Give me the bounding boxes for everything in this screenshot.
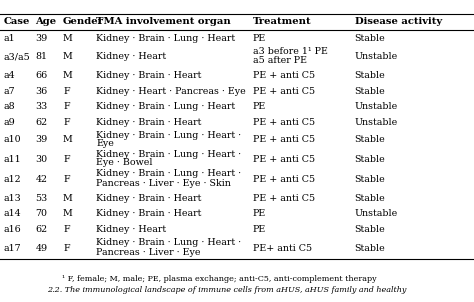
Text: a3/a5: a3/a5 — [4, 52, 30, 61]
Text: a7: a7 — [4, 87, 16, 96]
Text: a14: a14 — [4, 209, 21, 218]
Text: PE + anti C5: PE + anti C5 — [253, 155, 315, 163]
Text: Stable: Stable — [355, 34, 385, 43]
Text: Stable: Stable — [355, 136, 385, 144]
Text: Eye: Eye — [96, 139, 114, 148]
Text: a8: a8 — [4, 102, 16, 111]
Text: Pancreas · Liver · Eye · Skin: Pancreas · Liver · Eye · Skin — [96, 179, 231, 188]
Text: 70: 70 — [36, 209, 47, 218]
Text: PE: PE — [253, 34, 266, 43]
Text: Disease activity: Disease activity — [355, 18, 442, 26]
Text: ¹ F, female; M, male; PE, plasma exchange; anti-C5, anti-complement therapy: ¹ F, female; M, male; PE, plasma exchang… — [62, 275, 376, 283]
Text: PE+ anti C5: PE+ anti C5 — [253, 244, 312, 253]
Text: Kidney · Brain · Lung · Heart ·: Kidney · Brain · Lung · Heart · — [96, 130, 241, 140]
Text: Kidney · Heart · Pancreas · Eye: Kidney · Heart · Pancreas · Eye — [96, 87, 246, 96]
Text: F: F — [63, 87, 70, 96]
Text: Kidney · Brain · Lung · Heart ·: Kidney · Brain · Lung · Heart · — [96, 238, 241, 247]
Text: PE + anti C5: PE + anti C5 — [253, 87, 315, 96]
Text: M: M — [63, 52, 73, 61]
Text: Kidney · Brain · Heart: Kidney · Brain · Heart — [96, 118, 201, 127]
Text: Kidney · Heart: Kidney · Heart — [96, 225, 166, 234]
Text: 39: 39 — [36, 34, 48, 43]
Text: M: M — [63, 71, 73, 80]
Text: PE: PE — [253, 209, 266, 218]
Text: a17: a17 — [4, 244, 21, 253]
Text: a4: a4 — [4, 71, 16, 80]
Text: Stable: Stable — [355, 244, 385, 253]
Text: Unstable: Unstable — [355, 118, 398, 127]
Text: Stable: Stable — [355, 155, 385, 163]
Text: Kidney · Heart: Kidney · Heart — [96, 52, 166, 61]
Text: 33: 33 — [36, 102, 48, 111]
Text: 62: 62 — [36, 225, 48, 234]
Text: M: M — [63, 34, 73, 43]
Text: 39: 39 — [36, 136, 48, 144]
Text: 62: 62 — [36, 118, 48, 127]
Text: F: F — [63, 118, 70, 127]
Text: Stable: Stable — [355, 194, 385, 203]
Text: 42: 42 — [36, 175, 47, 184]
Text: 36: 36 — [36, 87, 48, 96]
Text: Kidney · Brain · Lung · Heart: Kidney · Brain · Lung · Heart — [96, 34, 236, 43]
Text: a3 before 1¹ PE: a3 before 1¹ PE — [253, 47, 328, 56]
Text: 49: 49 — [36, 244, 48, 253]
Text: Unstable: Unstable — [355, 102, 398, 111]
Text: Kidney · Brain · Heart: Kidney · Brain · Heart — [96, 71, 201, 80]
Text: F: F — [63, 175, 70, 184]
Text: Stable: Stable — [355, 71, 385, 80]
Text: Treatment: Treatment — [253, 18, 311, 26]
Text: a10: a10 — [4, 136, 21, 144]
Text: Eye · Bowel: Eye · Bowel — [96, 158, 153, 167]
Text: F: F — [63, 102, 70, 111]
Text: TMA involvement organ: TMA involvement organ — [96, 18, 231, 26]
Text: F: F — [63, 225, 70, 234]
Text: Unstable: Unstable — [355, 52, 398, 61]
Text: M: M — [63, 136, 73, 144]
Text: a16: a16 — [4, 225, 21, 234]
Text: Gender: Gender — [63, 18, 104, 26]
Text: a12: a12 — [4, 175, 21, 184]
Text: PE + anti C5: PE + anti C5 — [253, 194, 315, 203]
Text: M: M — [63, 209, 73, 218]
Text: PE: PE — [253, 102, 266, 111]
Text: a13: a13 — [4, 194, 21, 203]
Text: PE + anti C5: PE + anti C5 — [253, 118, 315, 127]
Text: 30: 30 — [36, 155, 48, 163]
Text: a11: a11 — [4, 155, 21, 163]
Text: PE + anti C5: PE + anti C5 — [253, 71, 315, 80]
Text: PE + anti C5: PE + anti C5 — [253, 175, 315, 184]
Text: Stable: Stable — [355, 175, 385, 184]
Text: Case: Case — [4, 18, 30, 26]
Text: PE + anti C5: PE + anti C5 — [253, 136, 315, 144]
Text: Kidney · Brain · Heart: Kidney · Brain · Heart — [96, 194, 201, 203]
Text: Kidney · Brain · Lung · Heart ·: Kidney · Brain · Lung · Heart · — [96, 169, 241, 178]
Text: Kidney · Brain · Lung · Heart: Kidney · Brain · Lung · Heart — [96, 102, 236, 111]
Text: PE: PE — [253, 225, 266, 234]
Text: F: F — [63, 155, 70, 163]
Text: 66: 66 — [36, 71, 48, 80]
Text: Age: Age — [36, 18, 57, 26]
Text: F: F — [63, 244, 70, 253]
Text: 81: 81 — [36, 52, 47, 61]
Text: a1: a1 — [4, 34, 16, 43]
Text: Pancreas · Liver · Eye: Pancreas · Liver · Eye — [96, 248, 201, 256]
Text: Stable: Stable — [355, 87, 385, 96]
Text: Kidney · Brain · Heart: Kidney · Brain · Heart — [96, 209, 201, 218]
Text: Kidney · Brain · Lung · Heart ·: Kidney · Brain · Lung · Heart · — [96, 149, 241, 159]
Text: 2.2. The immunological landscape of immune cells from aHUS, aHUS family and heal: 2.2. The immunological landscape of immu… — [47, 286, 407, 294]
Text: a9: a9 — [4, 118, 16, 127]
Text: M: M — [63, 194, 73, 203]
Text: Unstable: Unstable — [355, 209, 398, 218]
Text: 53: 53 — [36, 194, 48, 203]
Text: Stable: Stable — [355, 225, 385, 234]
Text: a5 after PE: a5 after PE — [253, 56, 307, 65]
